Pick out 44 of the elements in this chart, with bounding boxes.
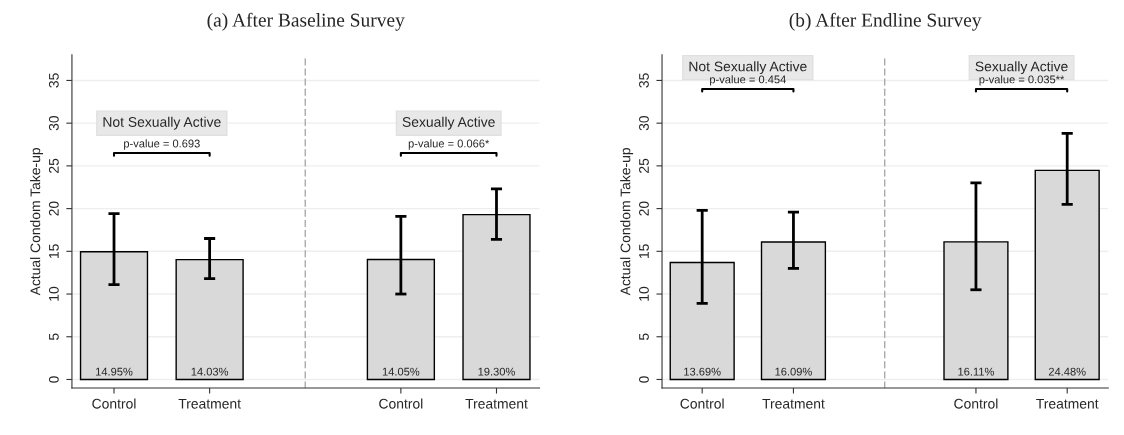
chart-title: (a) After Baseline Survey (207, 12, 405, 31)
y-tick-label: 10 (639, 286, 649, 301)
x-tick-label: Treatment (465, 398, 528, 409)
data-label: 19.30% (478, 367, 515, 376)
y-tick-label: 20 (48, 201, 59, 216)
data-label: 14.05% (382, 367, 420, 376)
annotation: Sexually Active (975, 61, 1068, 75)
y-tick-label: 15 (639, 244, 649, 258)
y-tick-label: 30 (48, 115, 59, 131)
y-tick-label: 35 (639, 73, 649, 88)
data-label: 13.69% (684, 367, 721, 376)
data-label: 14.95% (96, 367, 133, 376)
y-axis-title: Actual Condom Take-up (620, 148, 634, 296)
y-tick-label: 0 (639, 376, 649, 383)
annotation: p-value = 0.035** (979, 75, 1065, 86)
y-tick-label: 10 (48, 286, 59, 301)
y-tick-label: 30 (639, 115, 649, 131)
chart-title: (b) After Endline Survey (789, 12, 982, 31)
annotation: p-value = 0.693 (124, 139, 200, 150)
x-tick-label: Treatment (1036, 398, 1099, 409)
data-label: 14.03% (191, 367, 229, 376)
x-tick-label: Control (379, 398, 423, 409)
y-tick-label: 5 (639, 333, 649, 341)
y-tick-label: 0 (48, 376, 59, 383)
y-tick-label: 35 (48, 73, 59, 88)
data-label: 16.11% (958, 367, 994, 376)
y-tick-label: 25 (48, 158, 59, 173)
y-tick-label: 5 (49, 333, 59, 341)
x-tick-label: Treatment (762, 398, 825, 409)
y-tick-label: 20 (639, 201, 649, 216)
x-tick-label: Control (954, 398, 998, 409)
y-tick-label: 15 (49, 244, 59, 258)
annotation: Sexually Active (402, 116, 495, 130)
annotation: p-value = 0.454 (710, 75, 786, 86)
x-tick-label: Control (92, 398, 136, 409)
y-tick-label: 25 (639, 158, 649, 173)
x-tick-label: Treatment (178, 398, 241, 409)
y-axis-title: Actual Condom Take-up (30, 148, 44, 296)
annotation: Not Sexually Active (689, 61, 807, 75)
annotation: Not Sexually Active (103, 116, 221, 130)
x-tick-label: Control (680, 398, 724, 409)
data-label: 24.48% (1048, 367, 1086, 376)
data-label: 16.09% (775, 367, 812, 376)
annotation: p-value = 0.066* (408, 139, 490, 150)
